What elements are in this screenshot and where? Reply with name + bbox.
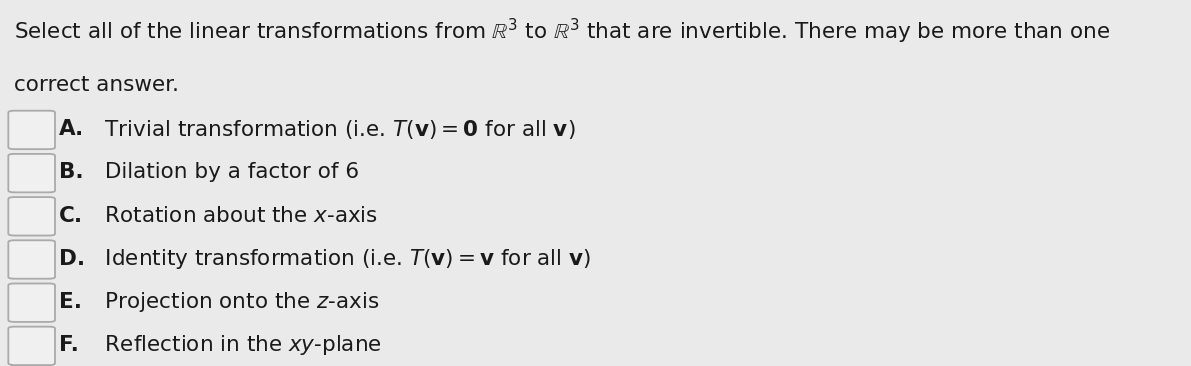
Text: Reflection in the $xy$-plane: Reflection in the $xy$-plane [98,333,381,357]
Text: A.: A. [58,119,83,139]
Text: Dilation by a factor of 6: Dilation by a factor of 6 [98,163,358,182]
Text: B.: B. [58,163,83,182]
Text: D.: D. [58,249,85,269]
Text: Identity transformation (i.e. $T(\mathbf{v}) = \mathbf{v}$ for all $\mathbf{v}$): Identity transformation (i.e. $T(\mathbf… [98,247,591,271]
Text: F.: F. [58,335,79,355]
FancyBboxPatch shape [8,111,55,149]
FancyBboxPatch shape [8,240,55,279]
FancyBboxPatch shape [8,154,55,193]
FancyBboxPatch shape [8,283,55,322]
FancyBboxPatch shape [8,326,55,365]
Text: Rotation about the $x$-axis: Rotation about the $x$-axis [98,206,378,225]
Text: Select all of the linear transformations from $\mathbb{R}^3$ to $\mathbb{R}^3$ t: Select all of the linear transformations… [14,16,1110,46]
FancyBboxPatch shape [8,197,55,236]
Text: correct answer.: correct answer. [14,75,180,95]
Text: E.: E. [58,292,82,312]
Text: C.: C. [58,206,82,225]
Text: Trivial transformation (i.e. $T(\mathbf{v}) = \mathbf{0}$ for all $\mathbf{v}$): Trivial transformation (i.e. $T(\mathbf{… [98,118,575,141]
Text: Projection onto the $z$-axis: Projection onto the $z$-axis [98,290,379,314]
